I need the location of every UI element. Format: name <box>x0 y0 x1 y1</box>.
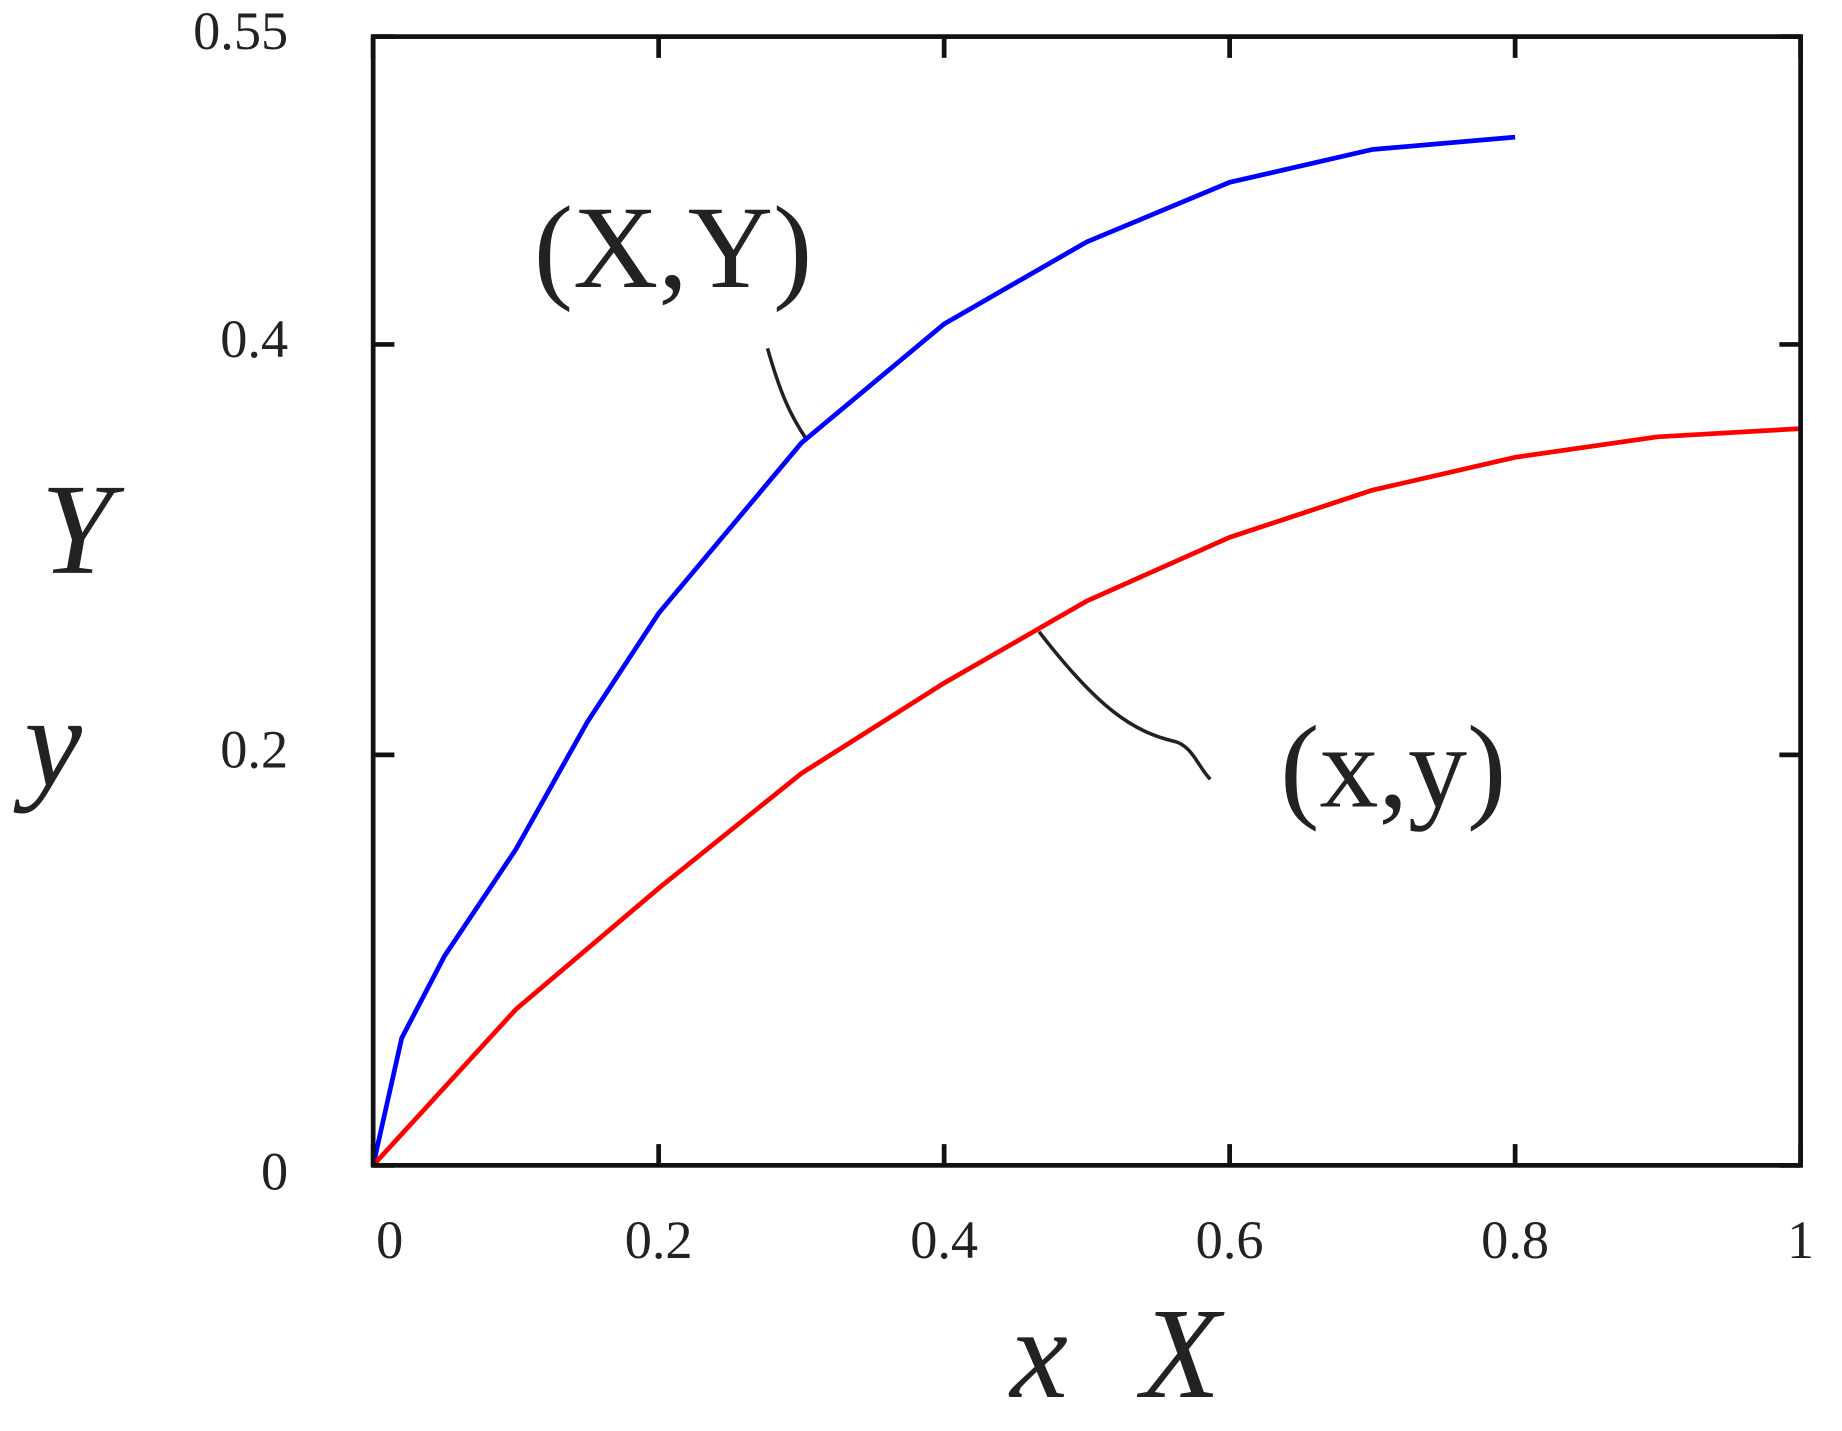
y-axis-label: y <box>13 670 82 814</box>
x-tick-label: 0.6 <box>1196 1210 1264 1270</box>
annotation: (X,Y) <box>534 182 813 313</box>
x-axis-label: X <box>1136 1282 1225 1426</box>
y-axis-label: Y <box>41 458 125 602</box>
y-tick-label: 0.55 <box>193 1 288 61</box>
annotation: (x,y) <box>1280 701 1506 832</box>
y-tick-label: 0 <box>261 1142 288 1202</box>
x-tick-label: 0 <box>376 1210 403 1270</box>
plot-frame <box>370 34 1803 1168</box>
data-line <box>371 426 1801 1167</box>
data-line <box>370 134 1516 1166</box>
x-tick-label: 1 <box>1787 1210 1814 1270</box>
x-tick-label: 0.2 <box>625 1210 693 1270</box>
leader-line <box>765 347 808 441</box>
x-tick-label: 0.8 <box>1481 1210 1549 1270</box>
y-tick-label: 0.2 <box>220 719 288 779</box>
leader-line <box>1037 630 1212 781</box>
y-tick-label: 0.4 <box>220 309 288 369</box>
x-tick-label: 0.4 <box>910 1210 978 1270</box>
x-axis-label: x <box>1008 1282 1068 1426</box>
